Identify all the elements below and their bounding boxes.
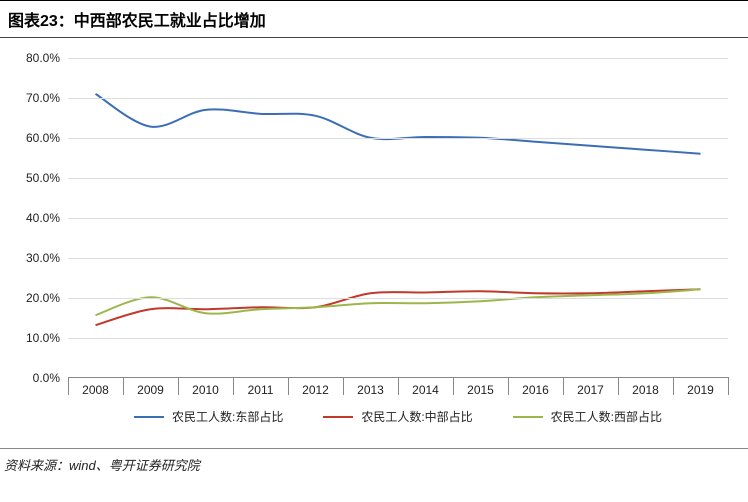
gridline xyxy=(68,258,728,259)
legend: 农民工人数:东部占比 农民工人数:中部占比 农民工人数:西部占比 xyxy=(68,408,728,425)
x-separator xyxy=(508,377,509,395)
plot-region: 0.0%10.0%20.0%30.0%40.0%50.0%60.0%70.0%8… xyxy=(68,58,728,378)
x-separator xyxy=(728,377,729,395)
x-tick-label: 2013 xyxy=(357,377,384,397)
x-separator xyxy=(453,377,454,395)
legend-swatch xyxy=(513,416,543,418)
gridline xyxy=(68,338,728,339)
y-tick-label: 70.0% xyxy=(26,91,68,105)
y-tick-label: 50.0% xyxy=(26,171,68,185)
x-tick-label: 2009 xyxy=(137,377,164,397)
gridline xyxy=(68,98,728,99)
x-tick-label: 2011 xyxy=(248,377,274,397)
legend-label: 农民工人数:西部占比 xyxy=(551,408,662,425)
y-tick-label: 0.0% xyxy=(33,371,68,385)
x-tick-label: 2017 xyxy=(577,377,604,397)
footer-rule xyxy=(0,448,748,449)
source-text: 资料来源：wind、粤开证券研究院 xyxy=(0,453,748,474)
x-tick-label: 2015 xyxy=(467,377,494,397)
x-tick-label: 2019 xyxy=(687,377,714,397)
x-separator xyxy=(673,377,674,395)
chart-title: 图表23：中西部农民工就业占比增加 xyxy=(0,0,748,38)
y-tick-label: 60.0% xyxy=(26,131,68,145)
legend-swatch xyxy=(134,416,164,418)
chart-area: 0.0% 10.0% 20.0% 30.0% 40.0% 50.0% 60.0% 70.0% 8… xyxy=(0,38,748,448)
y-tick-label: 10.0% xyxy=(26,331,68,345)
x-tick-label: 2016 xyxy=(522,377,549,397)
x-separator xyxy=(618,377,619,395)
x-separator xyxy=(123,377,124,395)
x-tick-label: 2010 xyxy=(192,377,219,397)
y-tick-label: 40.0% xyxy=(26,211,68,225)
legend-label: 农民工人数:东部占比 xyxy=(172,408,283,425)
legend-item-west: 农民工人数:西部占比 xyxy=(513,408,662,425)
series-line-east xyxy=(96,94,701,154)
legend-swatch xyxy=(323,416,353,418)
x-separator xyxy=(288,377,289,395)
x-separator xyxy=(233,377,234,395)
x-tick-label: 2012 xyxy=(302,377,329,397)
x-separator xyxy=(563,377,564,395)
x-separator xyxy=(68,377,69,395)
gridline xyxy=(68,138,728,139)
gridline xyxy=(68,178,728,179)
y-tick-label: 20.0% xyxy=(26,291,68,305)
x-tick-label: 2018 xyxy=(632,377,659,397)
x-tick-label: 2008 xyxy=(82,377,109,397)
legend-item-east: 农民工人数:东部占比 xyxy=(134,408,283,425)
x-separator xyxy=(178,377,179,395)
legend-label: 农民工人数:中部占比 xyxy=(361,408,472,425)
y-tick-label: 80.0% xyxy=(26,51,68,65)
x-separator xyxy=(343,377,344,395)
y-tick-label: 30.0% xyxy=(26,251,68,265)
legend-item-central: 农民工人数:中部占比 xyxy=(323,408,472,425)
x-tick-label: 2014 xyxy=(412,377,439,397)
gridline xyxy=(68,58,728,59)
x-separator xyxy=(398,377,399,395)
gridline xyxy=(68,298,728,299)
gridline xyxy=(68,218,728,219)
